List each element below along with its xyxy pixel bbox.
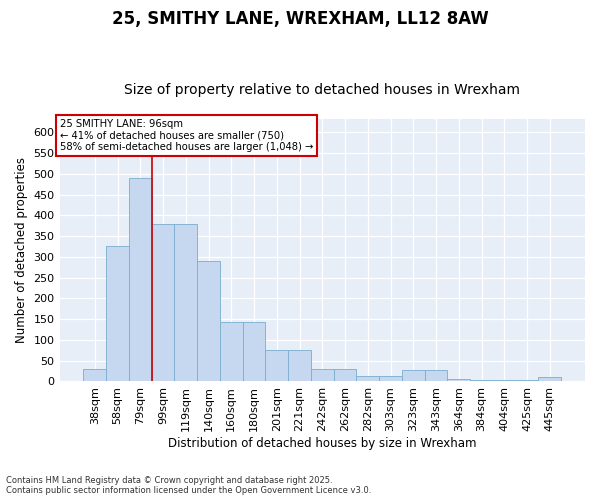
Bar	[242, 322, 265, 382]
Bar	[83, 369, 106, 382]
Bar	[220, 322, 242, 382]
Bar	[379, 376, 402, 382]
Y-axis label: Number of detached properties: Number of detached properties	[15, 157, 28, 343]
Bar	[288, 350, 311, 382]
Text: 25, SMITHY LANE, WREXHAM, LL12 8AW: 25, SMITHY LANE, WREXHAM, LL12 8AW	[112, 10, 488, 28]
Text: Contains HM Land Registry data © Crown copyright and database right 2025.
Contai: Contains HM Land Registry data © Crown c…	[6, 476, 371, 495]
Bar	[152, 224, 175, 382]
Title: Size of property relative to detached houses in Wrexham: Size of property relative to detached ho…	[124, 83, 520, 97]
Bar	[470, 380, 493, 382]
Bar	[538, 378, 561, 382]
Bar	[425, 370, 448, 382]
Bar	[493, 380, 515, 382]
Bar	[334, 369, 356, 382]
Text: 25 SMITHY LANE: 96sqm
← 41% of detached houses are smaller (750)
58% of semi-det: 25 SMITHY LANE: 96sqm ← 41% of detached …	[59, 119, 313, 152]
Bar	[106, 246, 129, 382]
Bar	[515, 380, 538, 382]
Bar	[197, 261, 220, 382]
X-axis label: Distribution of detached houses by size in Wrexham: Distribution of detached houses by size …	[168, 437, 476, 450]
Bar	[311, 369, 334, 382]
Bar	[129, 178, 152, 382]
Bar	[402, 370, 425, 382]
Bar	[265, 350, 288, 382]
Bar	[175, 224, 197, 382]
Bar	[448, 379, 470, 382]
Bar	[356, 376, 379, 382]
